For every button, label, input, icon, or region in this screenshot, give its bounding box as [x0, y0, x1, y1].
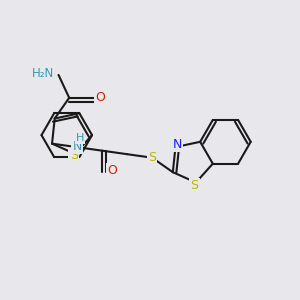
Text: N: N [72, 140, 82, 153]
Text: S: S [70, 149, 78, 162]
Text: S: S [190, 179, 198, 192]
Text: H₂N: H₂N [32, 67, 54, 80]
Text: O: O [95, 91, 105, 104]
Text: S: S [148, 151, 156, 164]
Text: N: N [172, 138, 182, 151]
Text: O: O [108, 164, 117, 177]
Text: H: H [76, 133, 84, 143]
